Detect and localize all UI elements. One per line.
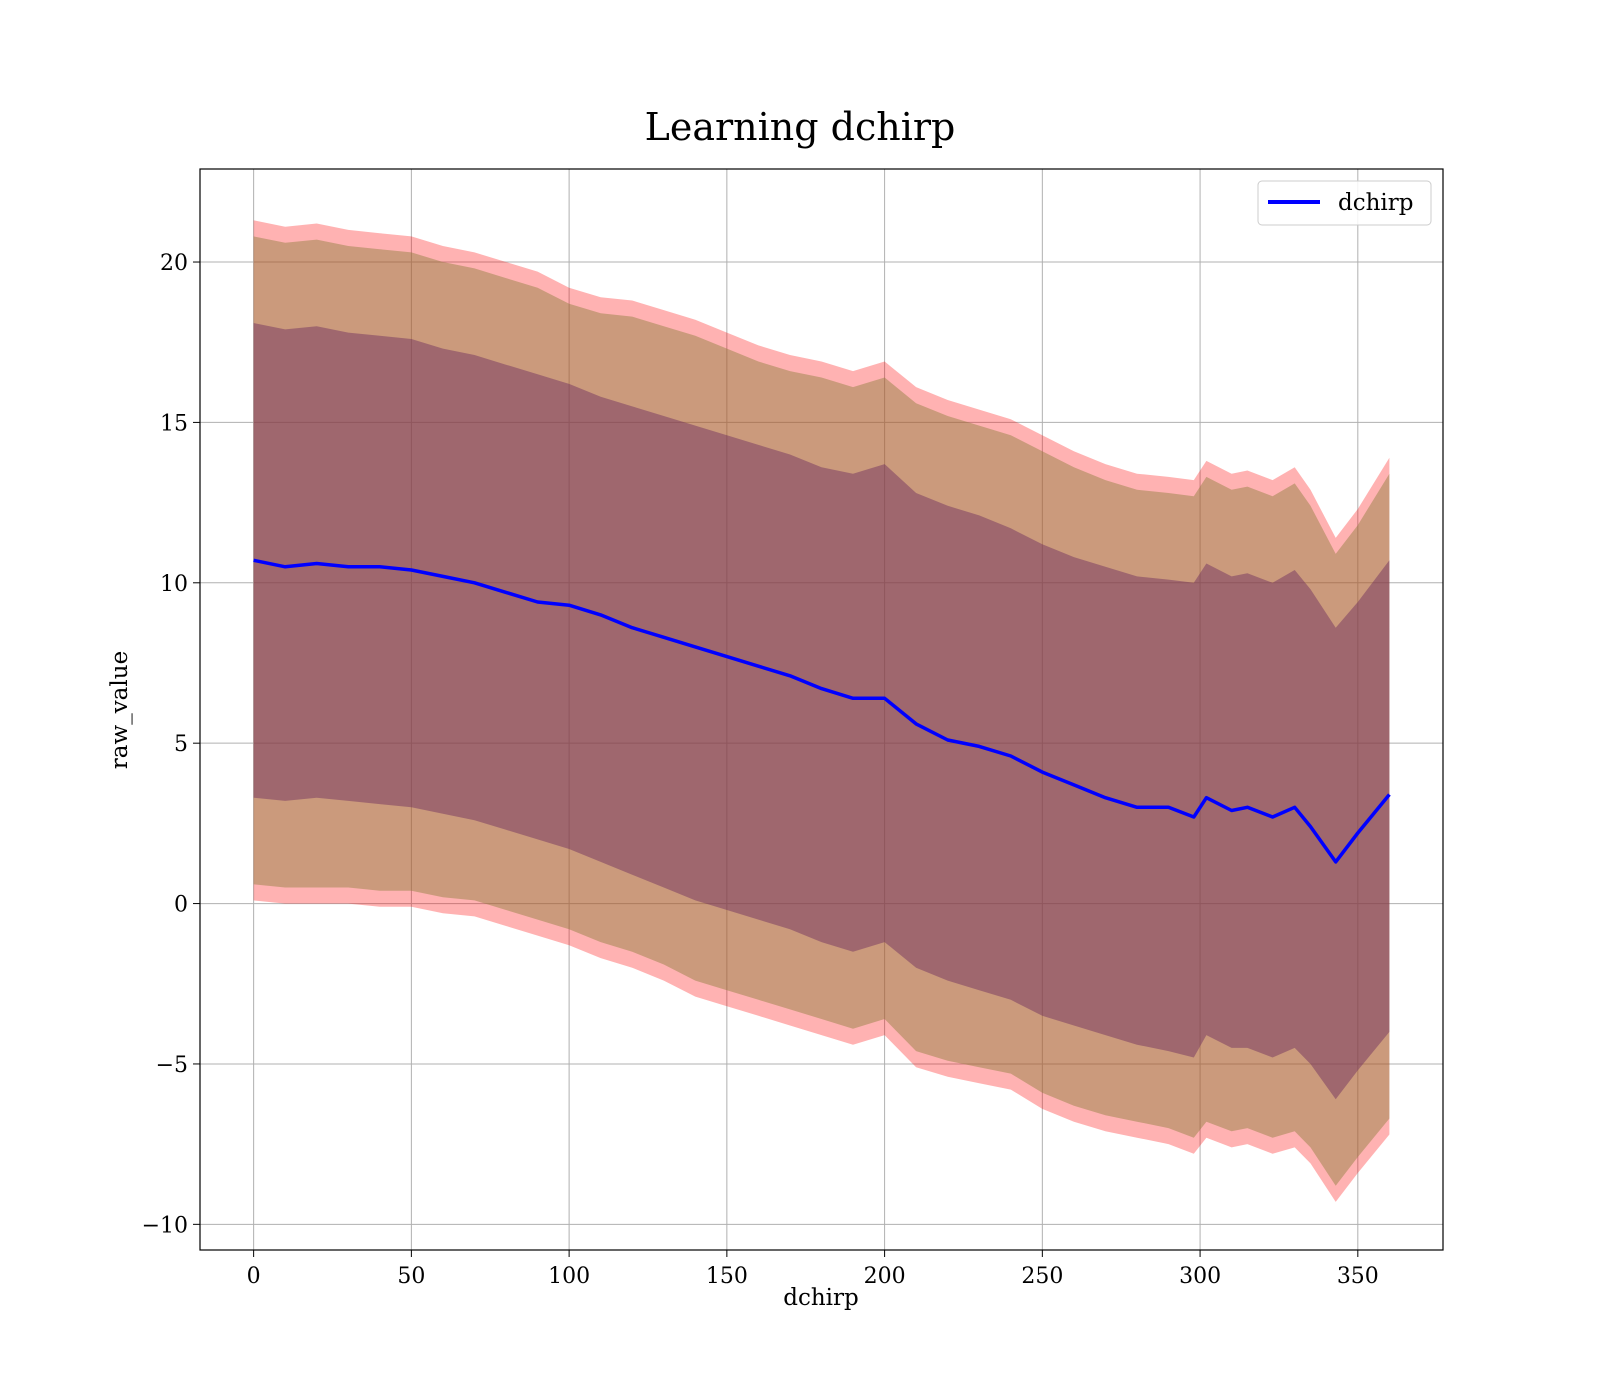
bands	[253, 220, 1390, 1202]
series-lines	[253, 558, 1391, 864]
y-tick-label: −10	[142, 1213, 188, 1238]
y-tick-label: 0	[174, 893, 188, 918]
plot-frame	[199, 168, 1444, 1251]
band-outer	[253, 220, 1390, 1202]
x-tick-label: 250	[1021, 1264, 1063, 1289]
y-tick-label: 15	[160, 411, 188, 436]
legend-box	[1257, 180, 1432, 226]
y-axis-label: raw_value	[107, 651, 133, 769]
y-tick-label: 10	[160, 572, 188, 597]
x-tick-label: 150	[706, 1264, 748, 1289]
legend-label-dchirp: dchirp	[1338, 190, 1414, 216]
band-middle	[253, 236, 1390, 1186]
x-axis-label: dchirp	[783, 1285, 859, 1311]
band-inner	[253, 323, 1390, 1100]
x-tick-label: 50	[397, 1264, 425, 1289]
chart-title: Learning dchirp	[645, 105, 956, 149]
series-line-dchirp	[253, 558, 1391, 864]
grid	[200, 169, 1443, 1250]
x-tick-label: 300	[1179, 1264, 1221, 1289]
y-tick-label: 20	[160, 251, 188, 276]
y-ticks: −10 −5 0 5 10 15 20	[142, 251, 200, 1238]
y-tick-label: 5	[174, 732, 188, 757]
legend: dchirp	[1257, 180, 1432, 226]
y-tick-label: −5	[156, 1053, 188, 1078]
x-tick-label: 200	[864, 1264, 906, 1289]
x-tick-label: 100	[548, 1264, 590, 1289]
x-tick-label: 350	[1337, 1264, 1379, 1289]
x-ticks: 0 50 100 150 200 250 300 350	[247, 1250, 1379, 1289]
x-tick-label: 0	[247, 1264, 261, 1289]
